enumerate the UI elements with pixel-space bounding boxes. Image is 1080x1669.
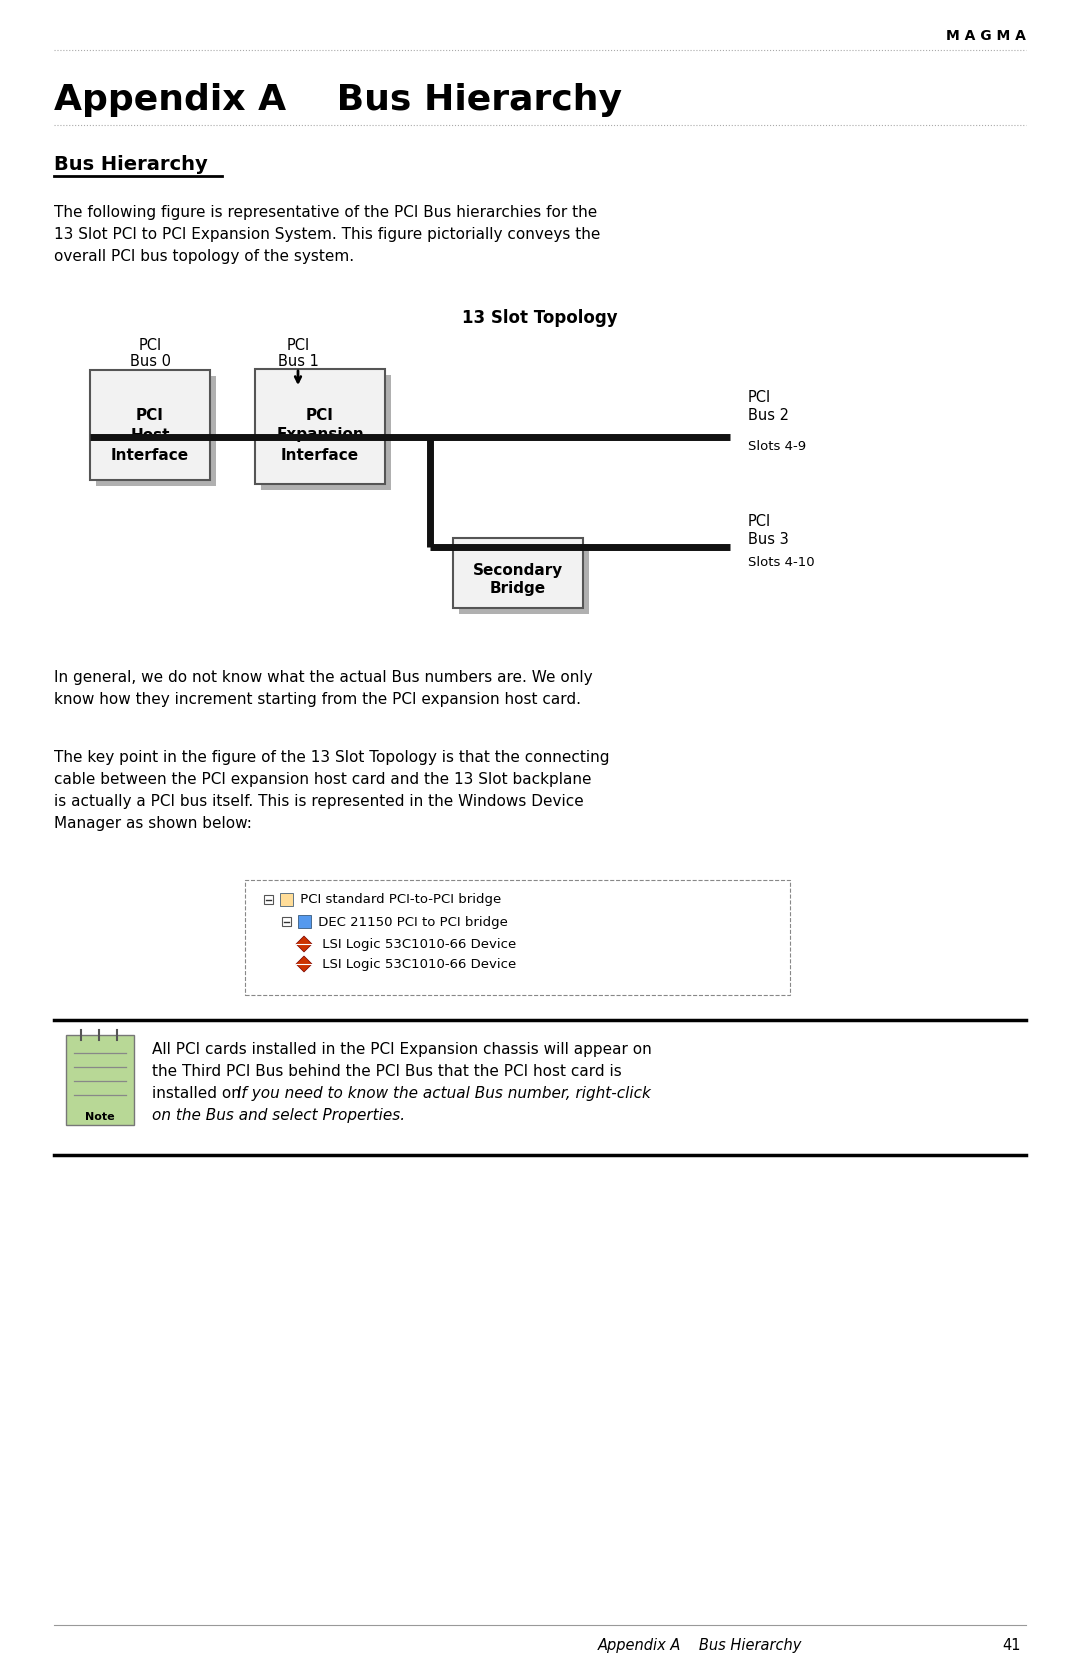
Text: overall PCI bus topology of the system.: overall PCI bus topology of the system. — [54, 249, 354, 264]
Text: Appendix A    Bus Hierarchy: Appendix A Bus Hierarchy — [598, 1637, 802, 1652]
FancyBboxPatch shape — [459, 544, 589, 614]
Text: is actually a PCI bus itself. This is represented in the Windows Device: is actually a PCI bus itself. This is re… — [54, 794, 584, 809]
Text: M A G M A: M A G M A — [946, 28, 1026, 43]
FancyBboxPatch shape — [66, 1035, 134, 1125]
Text: If you need to know the actual Bus number, right-click: If you need to know the actual Bus numbe… — [238, 1087, 651, 1102]
Text: All PCI cards installed in the PCI Expansion chassis will appear on: All PCI cards installed in the PCI Expan… — [152, 1041, 651, 1056]
Text: Expansion: Expansion — [276, 427, 364, 442]
Text: PCI: PCI — [138, 337, 162, 352]
Text: Appendix A    Bus Hierarchy: Appendix A Bus Hierarchy — [54, 83, 622, 117]
Text: PCI standard PCI-to-PCI bridge: PCI standard PCI-to-PCI bridge — [296, 893, 501, 906]
Text: Manager as shown below:: Manager as shown below: — [54, 816, 252, 831]
FancyBboxPatch shape — [261, 376, 391, 491]
Text: Interface: Interface — [111, 447, 189, 462]
FancyBboxPatch shape — [90, 371, 210, 481]
Text: The following figure is representative of the PCI Bus hierarchies for the: The following figure is representative o… — [54, 205, 597, 220]
Text: Secondary: Secondary — [473, 562, 563, 577]
Text: 13 Slot Topology: 13 Slot Topology — [462, 309, 618, 327]
FancyBboxPatch shape — [282, 918, 291, 926]
Polygon shape — [296, 936, 312, 951]
FancyBboxPatch shape — [297, 916, 311, 928]
Text: DEC 21150 PCI to PCI bridge: DEC 21150 PCI to PCI bridge — [314, 916, 508, 928]
Text: on the Bus and select Properties.: on the Bus and select Properties. — [152, 1108, 405, 1123]
Text: PCI: PCI — [748, 391, 771, 406]
Text: Note: Note — [85, 1112, 114, 1122]
Text: 41: 41 — [1002, 1637, 1021, 1652]
Text: Bus 0: Bus 0 — [130, 354, 171, 369]
Text: Slots 4-10: Slots 4-10 — [748, 556, 814, 569]
FancyBboxPatch shape — [255, 369, 384, 484]
Text: The key point in the figure of the 13 Slot Topology is that the connecting: The key point in the figure of the 13 Sl… — [54, 749, 609, 764]
Text: PCI: PCI — [306, 407, 334, 422]
Text: PCI: PCI — [136, 407, 164, 422]
FancyBboxPatch shape — [453, 537, 583, 608]
Polygon shape — [296, 956, 312, 971]
Text: PCI: PCI — [286, 337, 310, 352]
Text: LSI Logic 53C1010-66 Device: LSI Logic 53C1010-66 Device — [318, 958, 516, 970]
FancyBboxPatch shape — [264, 896, 272, 905]
Text: Bridge: Bridge — [490, 581, 546, 596]
Text: Host: Host — [131, 427, 170, 442]
Text: Bus 2: Bus 2 — [748, 407, 789, 422]
Text: In general, we do not know what the actual Bus numbers are. We only: In general, we do not know what the actu… — [54, 669, 593, 684]
Text: 13 Slot PCI to PCI Expansion System. This figure pictorially conveys the: 13 Slot PCI to PCI Expansion System. Thi… — [54, 227, 600, 242]
Text: Bus Hierarchy: Bus Hierarchy — [54, 155, 207, 175]
Text: Slots 4-9: Slots 4-9 — [748, 441, 806, 454]
Text: cable between the PCI expansion host card and the 13 Slot backplane: cable between the PCI expansion host car… — [54, 773, 592, 788]
Text: Interface: Interface — [281, 447, 359, 462]
FancyBboxPatch shape — [96, 376, 216, 486]
Text: LSI Logic 53C1010-66 Device: LSI Logic 53C1010-66 Device — [318, 938, 516, 951]
Text: Bus 1: Bus 1 — [278, 354, 319, 369]
Text: installed on.: installed on. — [152, 1087, 251, 1102]
Text: the Third PCI Bus behind the PCI Bus that the PCI host card is: the Third PCI Bus behind the PCI Bus tha… — [152, 1065, 622, 1078]
Text: know how they increment starting from the PCI expansion host card.: know how they increment starting from th… — [54, 693, 581, 708]
Text: Bus 3: Bus 3 — [748, 531, 788, 546]
Text: PCI: PCI — [748, 514, 771, 529]
FancyBboxPatch shape — [280, 893, 293, 906]
FancyBboxPatch shape — [245, 880, 789, 995]
